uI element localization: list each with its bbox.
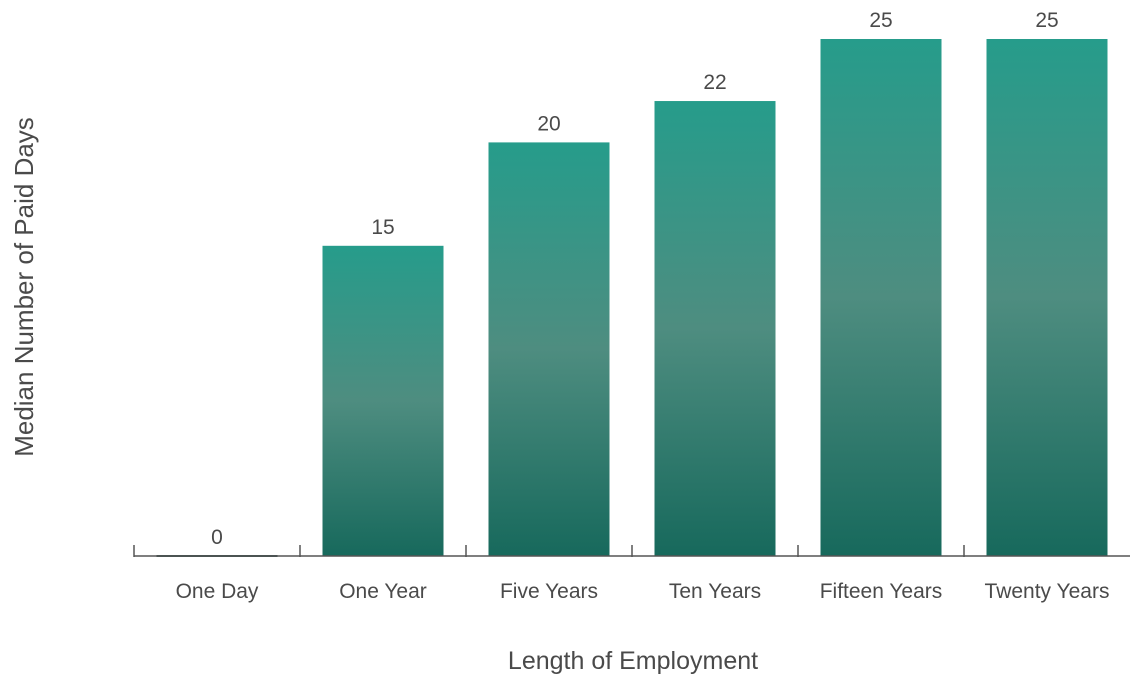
x-tick-label: Twenty Years [985,580,1110,603]
bars-group [156,39,1108,557]
data-label: 25 [1035,9,1058,32]
data-label: 0 [211,526,223,549]
x-tick-label: Five Years [500,580,598,603]
bar-twenty-years [986,39,1108,556]
x-tick-label: Ten Years [669,580,761,603]
x-axis-label: Length of Employment [508,647,758,675]
x-tick-label: Fifteen Years [820,580,943,603]
bar-five-years [488,142,610,556]
x-axis [133,545,1130,557]
bar-ten-years [654,101,776,556]
bar-fifteen-years [820,39,942,556]
data-label: 20 [537,112,560,135]
bar-one-year [322,245,444,557]
x-tick-labels-group: One Day One Year Five Years Ten Years Fiftee… [176,580,1110,603]
x-tick-label: One Year [339,580,427,603]
data-label: 25 [869,9,892,32]
value-labels-group: 0 15 20 22 25 25 [211,9,1059,549]
y-axis-label: Median Number of Paid Days [9,117,39,457]
data-label: 15 [371,216,394,239]
data-label: 22 [703,71,726,94]
x-tick-label: One Day [176,580,259,603]
